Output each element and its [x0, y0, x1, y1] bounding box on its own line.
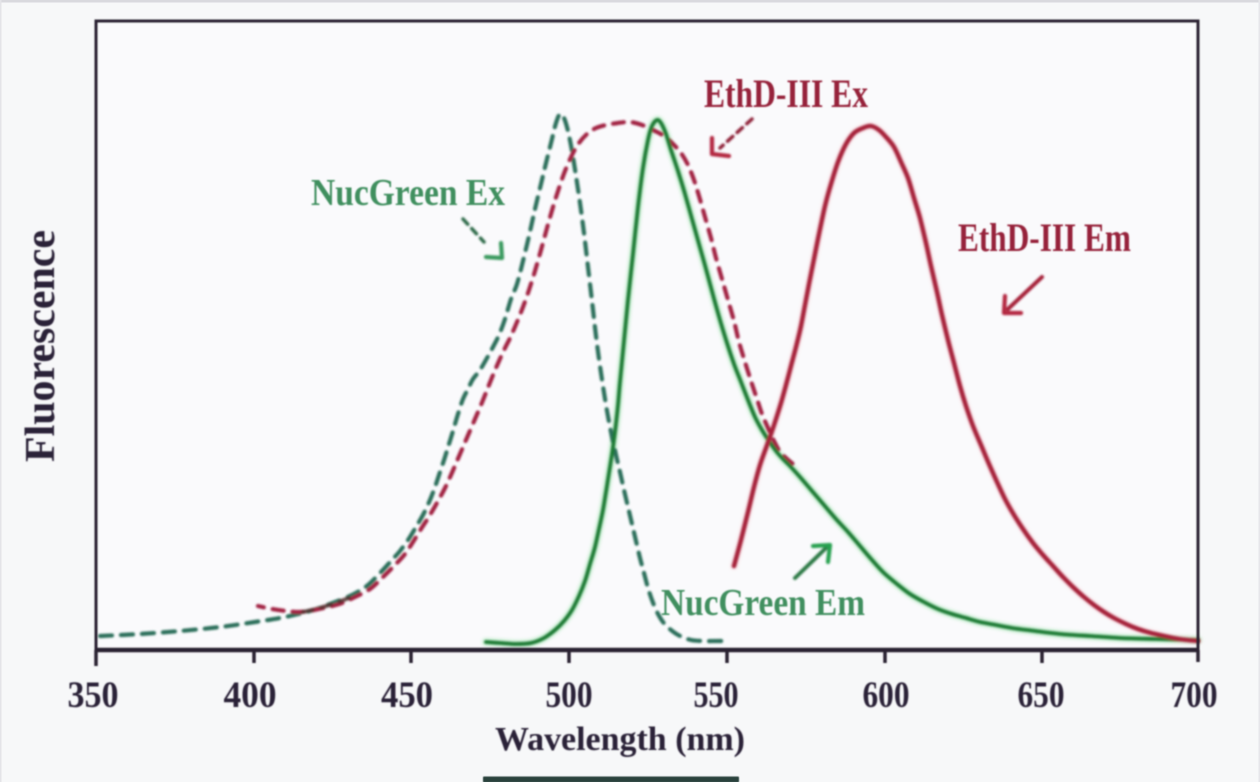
svg-text:Wavelength (nm): Wavelength (nm): [495, 721, 745, 758]
svg-text:EthD-III Em: EthD-III Em: [958, 215, 1131, 260]
svg-text:EthD-III Ex: EthD-III Ex: [704, 71, 868, 116]
svg-text:600: 600: [863, 675, 910, 716]
svg-text:NucGreen Ex: NucGreen Ex: [311, 172, 505, 214]
svg-text:650: 650: [1018, 675, 1065, 716]
svg-text:NucGreen Em: NucGreen Em: [661, 582, 865, 624]
svg-text:700: 700: [1171, 675, 1218, 716]
svg-text:Fluorescence: Fluorescence: [18, 230, 64, 462]
svg-text:450: 450: [381, 675, 433, 716]
svg-text:500: 500: [546, 675, 593, 716]
svg-text:400: 400: [224, 675, 277, 716]
svg-text:550: 550: [694, 675, 739, 716]
svg-text:350: 350: [68, 675, 119, 716]
